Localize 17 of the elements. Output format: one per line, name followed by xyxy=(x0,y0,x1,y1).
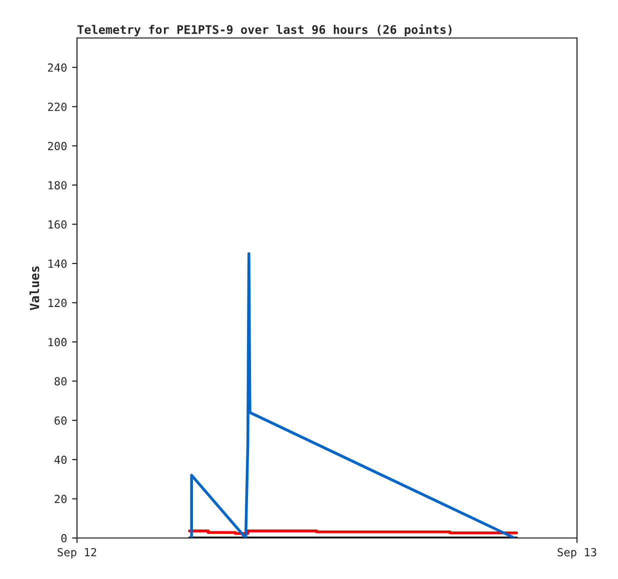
y-tick-label: 120 xyxy=(48,298,67,308)
y-tick-label: 20 xyxy=(54,494,67,504)
x-tick-label: Sep 13 xyxy=(558,548,596,559)
x-tick-label: Sep 12 xyxy=(58,548,96,559)
y-tick-label: 160 xyxy=(48,220,67,229)
y-tick-label: 100 xyxy=(48,338,67,346)
y-tick-label: 240 xyxy=(48,63,67,72)
chart-title: Telemetry for PE1PTS-9 over last 96 hours (26 points) xyxy=(78,24,452,36)
y-tick-label: 140 xyxy=(48,259,67,268)
y-tick-label: 220 xyxy=(48,102,67,112)
y-tick-label: 0 xyxy=(61,534,67,542)
y-tick-label: 200 xyxy=(48,142,67,150)
y-tick-label: 180 xyxy=(48,181,67,190)
y-tick-label: 60 xyxy=(54,416,67,425)
y-tick-label: 40 xyxy=(54,456,67,464)
y-axis-title: Values xyxy=(30,266,40,310)
y-tick-label: 80 xyxy=(54,377,67,386)
